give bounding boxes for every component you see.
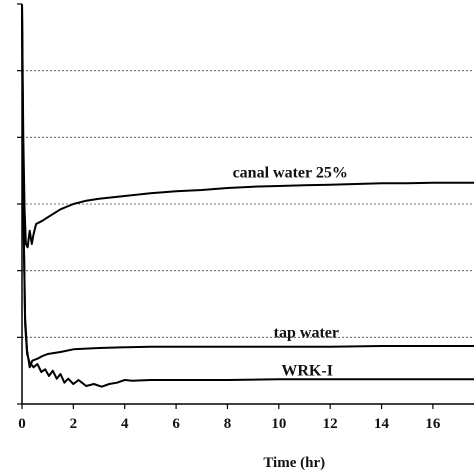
x-tick-label: 8 [224, 416, 232, 432]
grid-layer [22, 70, 474, 338]
series-label-tap-water: tap water [274, 324, 339, 341]
axes-layer: 0 2 4 6 8 10 12 14 16 [17, 3, 474, 432]
series-layer [21, 3, 474, 388]
series-label-wrk-i: WRK-I [281, 362, 333, 379]
series-line-tap-water [21, 3, 474, 369]
x-tick-label: 4 [121, 416, 129, 432]
x-tick-label: 2 [70, 416, 78, 432]
x-axis-title: Time (hr) [263, 455, 325, 471]
series-line-wrk-i [21, 3, 474, 388]
x-tick-label: 14 [374, 416, 390, 432]
x-tick-label: 6 [172, 416, 180, 432]
label-layer: canal water 25% tap water WRK-I [233, 164, 348, 379]
series-line-canal-water-25 [21, 3, 474, 249]
x-tick-label: 16 [425, 416, 441, 432]
series-label-canal-water-25: canal water 25% [233, 164, 348, 181]
x-tick-label: 10 [271, 416, 286, 432]
x-tick-label: 0 [18, 416, 26, 432]
x-tick-label: 12 [323, 416, 338, 432]
